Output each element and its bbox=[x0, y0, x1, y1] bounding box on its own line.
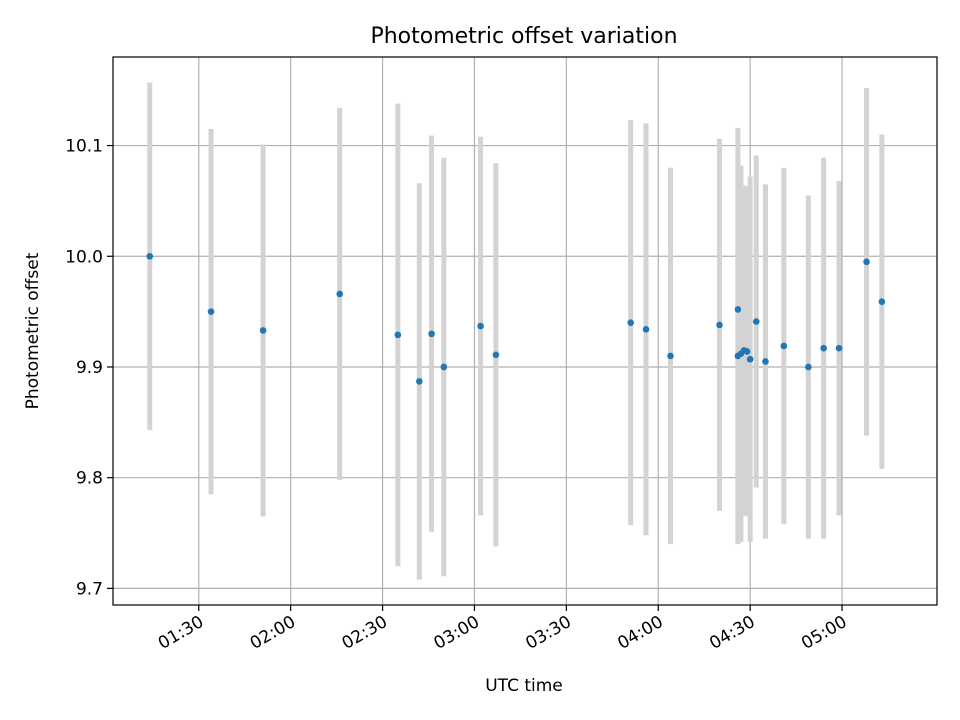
x-tick-label: 04:00 bbox=[614, 612, 666, 654]
data-point bbox=[207, 308, 215, 315]
data-point bbox=[394, 331, 402, 339]
x-tick-label: 02:30 bbox=[339, 612, 391, 654]
plot-frame bbox=[112, 56, 938, 606]
x-tick-label: 03:30 bbox=[522, 612, 574, 654]
x-tick-label: 03:00 bbox=[431, 612, 483, 654]
y-tick-label: 9.9 bbox=[76, 358, 103, 378]
data-point bbox=[146, 252, 154, 260]
data-point bbox=[416, 378, 423, 385]
data-point bbox=[716, 321, 723, 329]
data-point bbox=[805, 363, 812, 371]
data-point bbox=[734, 306, 742, 313]
data-point bbox=[492, 351, 500, 359]
data-point bbox=[428, 330, 435, 338]
x-tick-label: 05:00 bbox=[798, 612, 850, 654]
data-point bbox=[752, 318, 760, 325]
data-point bbox=[746, 355, 754, 363]
data-point bbox=[780, 342, 788, 350]
data-point bbox=[743, 348, 751, 355]
data-point bbox=[820, 344, 827, 352]
data-point bbox=[762, 358, 769, 365]
grid bbox=[113, 57, 937, 605]
y-tick-label: 9.8 bbox=[76, 469, 103, 489]
x-axis-ticks: 01:30 02:00 02:30 03:00 03:30 04:00 04:30 05:00 bbox=[155, 605, 851, 654]
data-point bbox=[835, 344, 843, 352]
data-point bbox=[863, 258, 870, 266]
x-tick-label: 01:30 bbox=[155, 612, 207, 654]
y-axis-label: Photometric offset bbox=[23, 252, 43, 409]
y-tick-label: 9.7 bbox=[76, 579, 103, 599]
x-tick-label: 02:00 bbox=[247, 612, 299, 654]
y-tick-label: 10.0 bbox=[65, 247, 103, 267]
data-point bbox=[259, 327, 267, 334]
x-tick-label: 04:30 bbox=[706, 612, 758, 654]
data-point bbox=[878, 298, 886, 305]
data-point bbox=[336, 290, 343, 298]
chart-title: Photometric offset variation bbox=[370, 24, 677, 49]
data-point bbox=[642, 326, 650, 333]
data-point bbox=[440, 363, 448, 371]
data-point bbox=[477, 322, 484, 330]
data-points bbox=[146, 252, 886, 385]
data-point bbox=[627, 319, 634, 326]
error-bars bbox=[147, 82, 885, 580]
y-tick-label: 10.1 bbox=[65, 137, 103, 157]
data-point bbox=[667, 352, 674, 360]
y-axis-ticks: 9.7 9.8 9.9 10.0 10.1 bbox=[65, 137, 113, 599]
x-axis-label: UTC time bbox=[485, 676, 563, 696]
